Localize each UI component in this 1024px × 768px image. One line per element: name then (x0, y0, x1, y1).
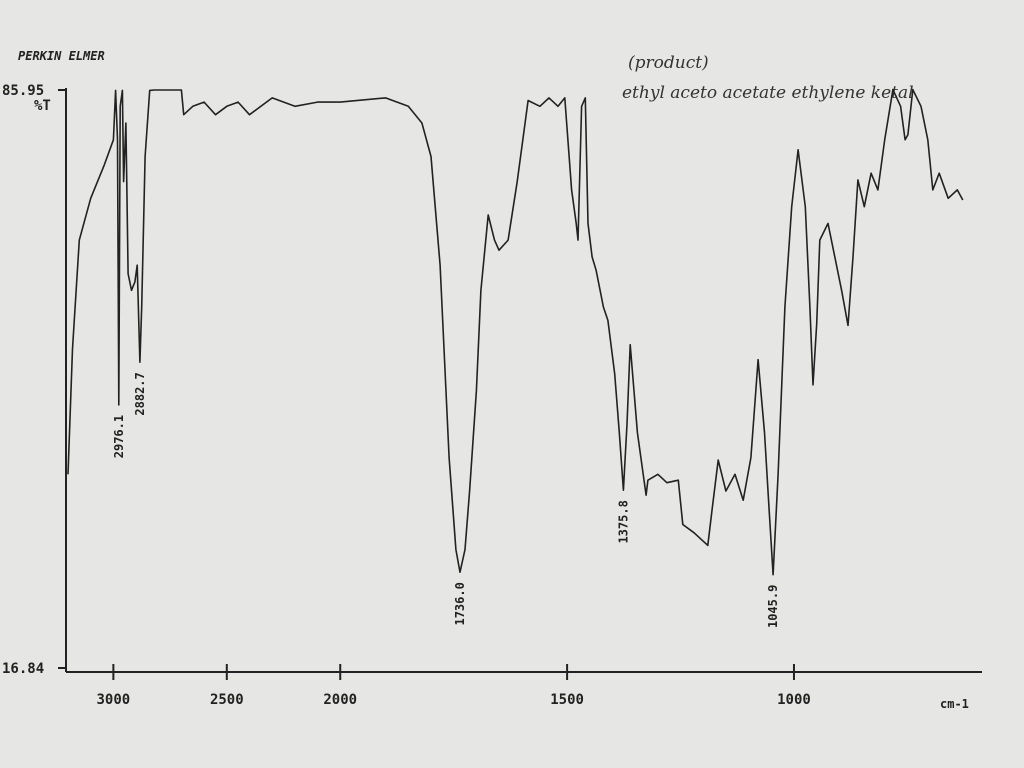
instrument: PERKIN ELMER (18, 49, 105, 63)
peak-label: 2882.7 (133, 372, 147, 415)
spectrum-line (67, 88, 964, 576)
peak-label: 1736.0 (453, 582, 467, 625)
peak-label: 1375.8 (616, 500, 630, 543)
note: ethyl aceto acetate ethylene ketal (622, 83, 914, 103)
x-axis-label: cm-1 (940, 697, 969, 711)
peak-label: 2976.1 (112, 415, 126, 458)
x-tick-label: 3000 (97, 692, 131, 708)
y-axis-label: %T (34, 98, 51, 114)
y-tick-label: 85.95 (2, 83, 44, 99)
x-tick-label: 2500 (210, 692, 244, 708)
y-tick-label: 16.84 (2, 661, 44, 677)
x-tick-label: 2000 (323, 692, 357, 708)
note: (product) (628, 53, 709, 73)
peak-label: 1045.9 (766, 585, 780, 628)
x-tick-label: 1000 (777, 692, 811, 708)
x-tick-label: 1500 (550, 692, 584, 708)
